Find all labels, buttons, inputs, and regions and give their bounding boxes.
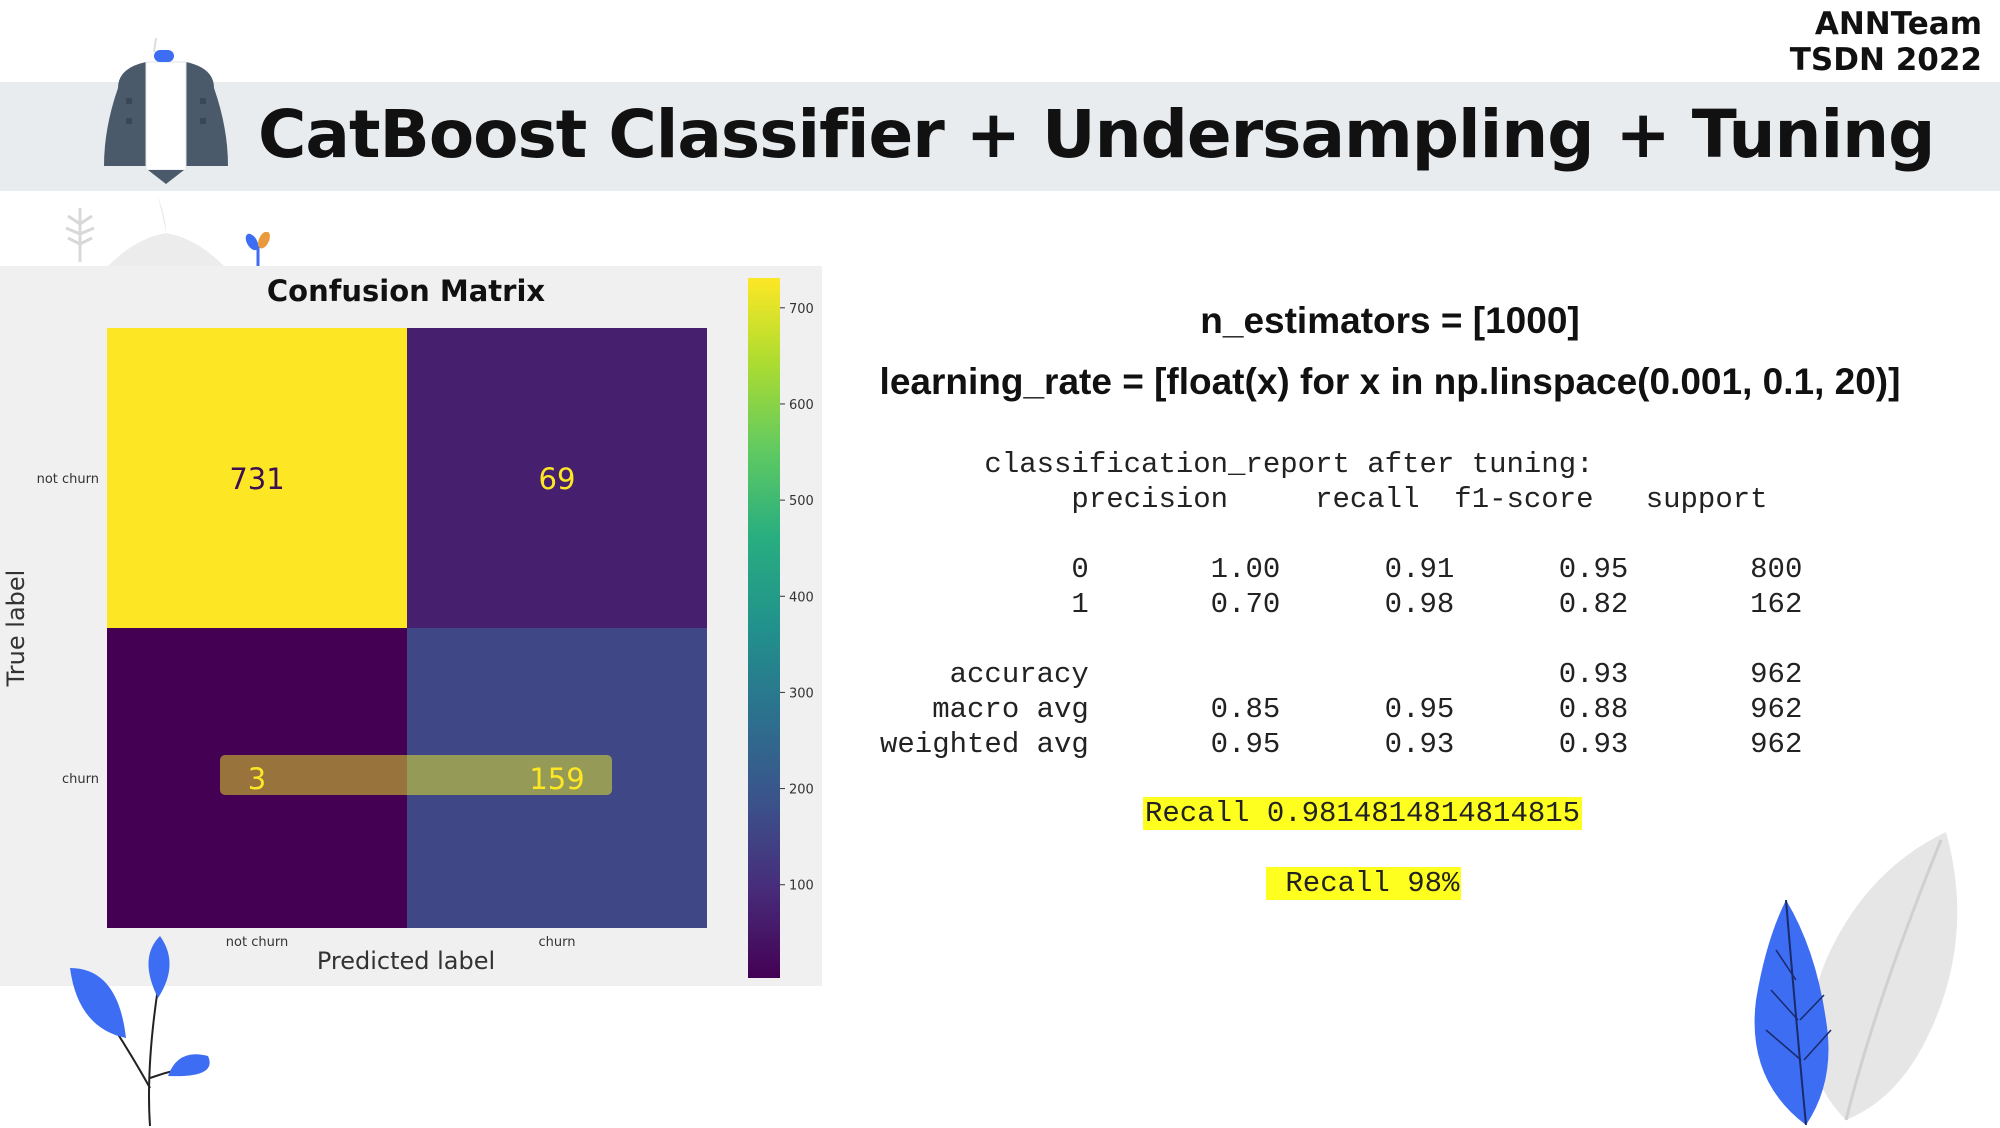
y-tick-label: churn (62, 772, 99, 787)
matrix-cell-label: 159 (529, 762, 584, 796)
colorbar-tick-label: 300 (789, 686, 814, 701)
blue-plant-icon (70, 936, 210, 1127)
matrix-cell (107, 628, 407, 928)
colorbar-tick-label: 600 (789, 398, 814, 413)
confusion-matrix-chart: Confusion Matrix 731 69 3 159 not churn chur… (2, 274, 814, 978)
matrix-cell (407, 628, 707, 928)
team-name: ANNTeam (1814, 6, 1982, 42)
matrix-cell-label: 69 (539, 462, 576, 496)
recall-value: Recall 0.9814814814814815 (1143, 797, 1583, 830)
y-tick-label: not churn (37, 472, 99, 487)
event-name: TSDN 2022 (1789, 42, 1982, 78)
colorbar (748, 278, 780, 978)
x-tick-label: not churn (226, 935, 288, 950)
n-estimators-param: n_estimators = [1000] (1200, 300, 1580, 341)
matrix-cell (107, 328, 407, 628)
matrix-cell-label: 731 (229, 462, 284, 496)
small-leaf-icon (65, 208, 95, 262)
tuning-params: n_estimators = [1000] learning_rate = [f… (860, 290, 1920, 412)
header-banner (0, 82, 2000, 191)
matrix-cell (407, 328, 707, 628)
recall-percent: Recall 98% (1266, 867, 1462, 900)
team-label: ANNTeam TSDN 2022 (1790, 6, 1982, 78)
matrix-cell-label: 3 (248, 762, 266, 796)
colorbar-tick-label: 500 (789, 494, 814, 509)
learning-rate-param: learning_rate = [float(x) for x in np.li… (879, 361, 1901, 402)
colorbar-tick-label: 700 (789, 302, 814, 317)
rocket-icon (104, 37, 228, 266)
churn-row-highlight (220, 755, 612, 795)
classification-report: classification_report after tuning: prec… (880, 448, 1803, 761)
leaf-decoration-icon (1754, 832, 1958, 1125)
colorbar-tick-label: 400 (789, 590, 814, 605)
y-axis-label: True label (2, 570, 30, 688)
x-axis-label: Predicted label (317, 947, 495, 975)
page-title: CatBoost Classifier + Undersampling + Tu… (258, 96, 1935, 173)
chart-title: Confusion Matrix (267, 274, 546, 308)
x-tick-label: churn (539, 935, 576, 950)
colorbar-tick-label: 100 (789, 879, 814, 894)
colorbar-tick-label: 200 (789, 783, 814, 798)
